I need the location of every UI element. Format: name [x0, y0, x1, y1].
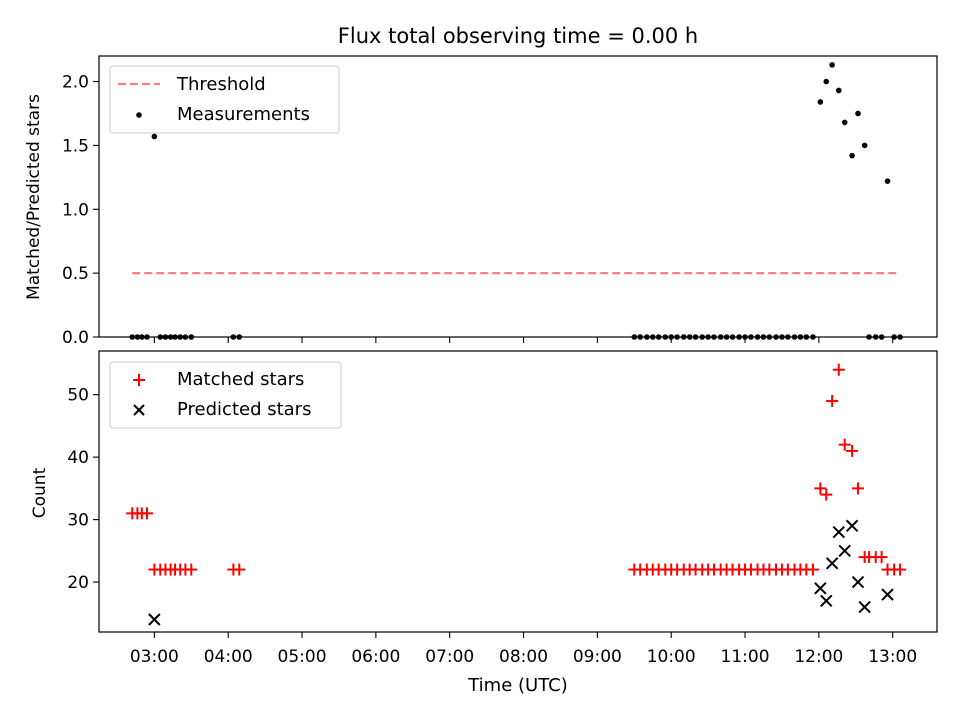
threshold-legend-label: Threshold	[176, 74, 266, 95]
x-tick-label: 13:00	[868, 647, 917, 667]
y-tick-label: 0.5	[62, 264, 89, 284]
ratio-legend-box	[109, 65, 340, 134]
x-tick-label: 11:00	[721, 647, 770, 667]
predicted-stars-point	[832, 525, 846, 539]
y-tick-label: 0.0	[62, 328, 89, 348]
measurement-point	[861, 142, 868, 149]
count-y-axis-label: Count	[30, 467, 50, 518]
y-tick-label: 50	[67, 386, 89, 406]
predicted-stars-point	[148, 613, 161, 626]
predicted-stars-point-b	[838, 544, 851, 558]
x-tick-label: 06:00	[351, 647, 400, 667]
predicted-stars-point	[814, 582, 827, 595]
ratio-panel: Matched/Predicted stars 0.00.51.01.52.0 …	[24, 55, 938, 348]
count-legend: Matched stars Predicted stars	[109, 361, 342, 429]
predicted-stars-point	[851, 575, 865, 589]
y-tick-label: 1.5	[62, 136, 89, 156]
y-tick-label: 40	[67, 448, 89, 468]
measurement-point	[829, 62, 835, 68]
matched-stars-point	[140, 507, 153, 520]
predicted-stars-point-b	[851, 575, 865, 589]
count-x-axis-label: Time (UTC)	[467, 675, 568, 696]
matched-stars-point	[832, 363, 845, 376]
measurement-point	[841, 119, 848, 126]
count-y-ticks: 20 30 40 50	[67, 386, 99, 593]
matched-stars-point	[838, 438, 851, 451]
measurement-point	[151, 133, 158, 140]
x-tick-label: 08:00	[499, 647, 548, 667]
measurement-point	[884, 178, 891, 184]
count-panel: Count Time (UTC) 20 30 40 50 03:00 04:00 05:0…	[30, 350, 938, 696]
x-tick-label: 12:00	[794, 647, 843, 667]
predicted-stars-point-b	[858, 600, 871, 614]
ratio-y-ticks: 0.0 0.5 1.0 1.5 2.0	[62, 73, 99, 348]
matched-stars-point	[851, 482, 864, 495]
predicted-stars-point-b	[148, 613, 161, 626]
predicted-stars-point-b	[814, 582, 827, 595]
ratio-x-ticks	[153, 337, 894, 343]
matched-stars-point	[894, 563, 907, 576]
ratio-axes-frame	[98, 55, 938, 338]
measurement-point	[823, 78, 830, 85]
matched-legend-swatch	[133, 374, 145, 386]
predicted-stars-point	[820, 594, 833, 607]
x-tick-label: 04:00	[204, 647, 253, 667]
predicted-legend-label: Predicted stars	[177, 399, 311, 420]
figure-title: Flux total observing time = 0.00 h	[338, 24, 698, 48]
matched-stars-point	[875, 551, 888, 564]
measurement-point	[836, 87, 842, 94]
matched-stars-point	[846, 444, 859, 457]
x-tick-label: 10:00	[647, 647, 696, 667]
predicted-stars-point	[858, 600, 871, 614]
x-tick-label: 03:00	[130, 647, 179, 667]
ratio-y-axis-label: Matched/Predicted stars	[24, 94, 44, 300]
predicted-stars-point	[825, 557, 839, 570]
measurements-legend-label: Measurements	[177, 104, 310, 125]
count-legend-box	[109, 361, 342, 429]
predicted-stars-point-b	[881, 588, 894, 601]
predicted-legend-swatch	[133, 404, 145, 416]
count-axes-frame	[98, 350, 938, 633]
x-tick-label: 05:00	[278, 647, 327, 667]
predicted-stars-point-b	[832, 525, 846, 539]
measurement-point	[849, 152, 855, 159]
matched-legend-label: Matched stars	[177, 369, 304, 390]
predicted-stars-point	[881, 588, 894, 601]
y-tick-label: 30	[67, 511, 89, 531]
matched-stars-point	[820, 488, 833, 501]
measurements-legend-swatch	[136, 112, 142, 118]
count-x-ticks: 03:00 04:00 05:00 06:00 07:00 08:00 09:00 10:00…	[130, 632, 917, 667]
y-tick-label: 1.0	[62, 200, 89, 220]
matched-stars-point	[814, 482, 827, 495]
measurement-point	[855, 110, 861, 117]
y-tick-label: 2.0	[62, 73, 89, 93]
predicted-stars-point	[845, 519, 859, 533]
predicted-stars-point-b	[825, 557, 839, 570]
predicted-stars-point-b	[820, 594, 833, 607]
x-tick-label: 09:00	[573, 647, 622, 667]
ratio-legend: Threshold Measurements	[109, 65, 340, 134]
matched-stars-point	[806, 563, 819, 576]
y-tick-label: 20	[67, 573, 89, 593]
matched-stars-point	[185, 563, 198, 576]
predicted-stars-point-b	[845, 519, 859, 533]
count-plot-area	[126, 363, 907, 626]
measurement-point	[817, 99, 824, 105]
predicted-stars-point	[838, 544, 851, 558]
matched-stars-point	[826, 394, 839, 407]
matched-stars-point	[233, 563, 246, 576]
x-tick-label: 07:00	[425, 647, 474, 667]
